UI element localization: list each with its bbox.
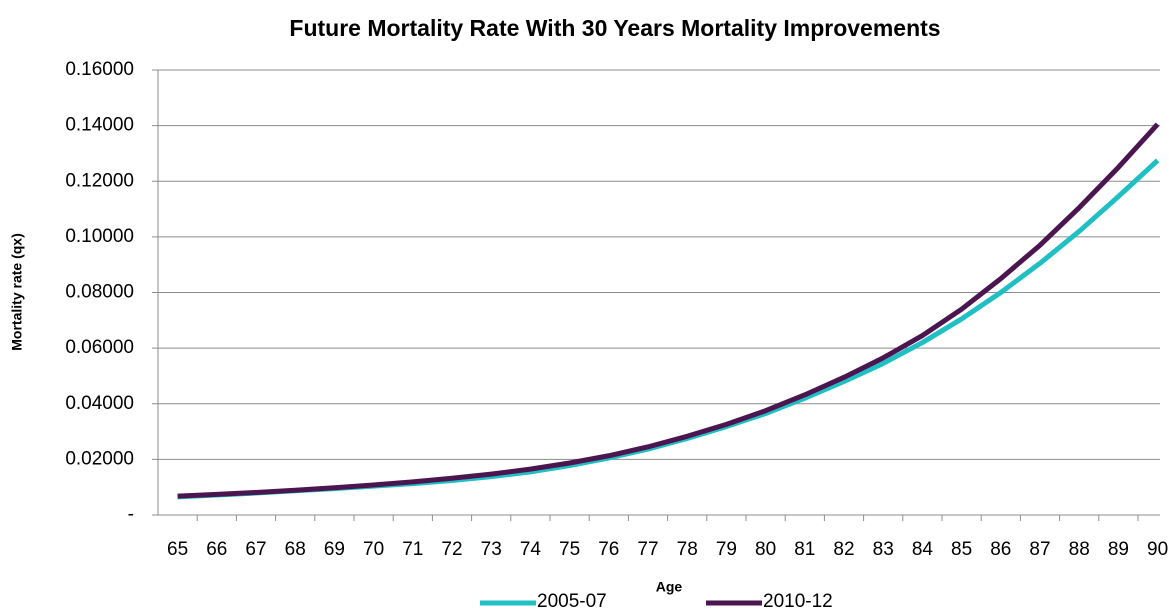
y-tick-label: 0.16000 xyxy=(65,59,134,80)
x-tick-label: 66 xyxy=(206,539,227,560)
x-tick-label: 71 xyxy=(402,539,423,560)
x-tick-label: 70 xyxy=(363,539,384,560)
x-tick-label: 74 xyxy=(520,539,542,560)
x-tick-label: 90 xyxy=(1147,539,1168,560)
x-tick-label: 73 xyxy=(481,539,502,560)
y-tick-label: 0.06000 xyxy=(65,337,134,358)
x-tick-label: 89 xyxy=(1108,539,1129,560)
series-line xyxy=(177,158,1160,500)
x-tick-label: 87 xyxy=(1029,539,1050,560)
x-tick-label: 80 xyxy=(755,539,776,560)
y-tick-label: 0.08000 xyxy=(65,282,134,303)
chart-title: Future Mortality Rate With 30 Years Mort… xyxy=(289,15,940,41)
x-tick-label: 79 xyxy=(716,539,737,560)
y-tick-label: 0.12000 xyxy=(65,170,134,191)
x-tick-label: 83 xyxy=(873,539,894,560)
x-tick-label: 85 xyxy=(951,539,972,560)
x-axis-title: Age xyxy=(656,579,683,595)
y-tick-label: - xyxy=(128,504,134,525)
x-tick-label: 86 xyxy=(990,539,1011,560)
y-tick-label: 0.14000 xyxy=(65,115,134,136)
x-tick-label: 82 xyxy=(833,539,854,560)
x-tick-label: 88 xyxy=(1069,539,1090,560)
x-tick-label: 84 xyxy=(912,539,934,560)
x-tick-label: 65 xyxy=(167,539,188,560)
y-tick-label: 0.04000 xyxy=(65,393,134,414)
legend-label: 2010-12 xyxy=(763,591,833,612)
x-tick-label: 72 xyxy=(441,539,462,560)
x-tick-label: 75 xyxy=(559,539,580,560)
legend-label: 2005-07 xyxy=(537,591,607,612)
x-tick-label: 69 xyxy=(324,539,345,560)
x-tick-label: 78 xyxy=(677,539,698,560)
x-tick-label: 68 xyxy=(285,539,306,560)
y-axis-title: Mortality rate (qx) xyxy=(9,233,25,350)
series-line xyxy=(177,122,1160,499)
x-tick-label: 76 xyxy=(598,539,619,560)
y-tick-label: 0.10000 xyxy=(65,226,134,247)
x-tick-label: 67 xyxy=(245,539,266,560)
y-tick-label: 0.02000 xyxy=(65,448,134,469)
x-tick-label: 81 xyxy=(794,539,815,560)
x-tick-label: 77 xyxy=(637,539,658,560)
